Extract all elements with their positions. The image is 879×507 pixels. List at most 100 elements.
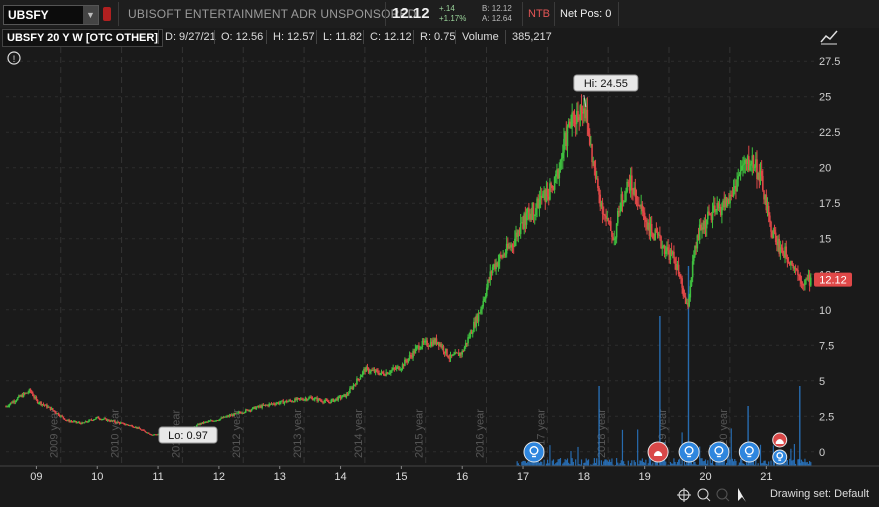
candle-body: [353, 384, 356, 386]
volume-bar: [592, 463, 594, 466]
candle-body: [500, 255, 502, 257]
candle-body: [228, 415, 231, 417]
volume-bar: [770, 460, 772, 466]
candle-body: [105, 418, 108, 421]
candle-body: [799, 275, 802, 281]
chevron-down-icon[interactable]: ▼: [83, 6, 98, 24]
style-icon[interactable]: [818, 28, 840, 46]
volume-bar: [655, 460, 657, 466]
volume-bar: [732, 461, 735, 466]
candle-body: [136, 426, 138, 429]
candle-body: [213, 420, 216, 422]
candle-body: [614, 237, 617, 239]
candle-body: [418, 345, 420, 350]
candle-body: [83, 422, 86, 424]
candle-body: [656, 232, 659, 235]
last-price-badge-label: 12.12: [819, 275, 847, 287]
link-icon[interactable]: [103, 7, 111, 21]
symbol-selector[interactable]: UBSFY ▼: [3, 5, 99, 25]
x-tick-label: 14: [334, 471, 346, 483]
volume-bar: [766, 464, 769, 466]
volume-bar: [545, 463, 548, 466]
candle-body: [299, 398, 302, 400]
volume-bar: [725, 462, 728, 466]
volume-bar: [707, 460, 709, 466]
candle-body: [9, 402, 12, 405]
candle-body: [620, 194, 623, 212]
candle-body: [377, 370, 379, 374]
y-tick-label: 15: [819, 234, 831, 246]
candle-body: [131, 425, 134, 427]
candle-body: [29, 389, 32, 392]
candle-body: [43, 404, 46, 406]
volume-bar: [551, 460, 553, 466]
candle-body: [11, 402, 13, 404]
volume-bar: [711, 460, 714, 466]
candle-body: [323, 401, 325, 403]
candle-body: [112, 420, 115, 422]
candle-body: [542, 193, 544, 199]
candle-body: [781, 247, 784, 254]
candle-body: [385, 372, 387, 376]
candle-body: [764, 194, 766, 200]
candle-body: [230, 414, 233, 416]
candle-body: [694, 245, 696, 256]
candle-body: [413, 350, 416, 354]
candle-body: [601, 202, 604, 215]
candle-body: [737, 176, 740, 180]
candle-body: [372, 369, 375, 371]
candle-body: [670, 249, 673, 255]
candle-body: [298, 398, 301, 400]
drawing-set-label[interactable]: Drawing set: Default: [769, 488, 869, 500]
candle-body: [433, 340, 435, 344]
chart-info-bar: UBSFY 20 Y W [OTC OTHER] D: 9/27/21 O: 1…: [0, 28, 879, 47]
volume-bar: [612, 464, 614, 466]
candle-body: [566, 126, 569, 146]
candle-body: [690, 277, 693, 287]
volume-bar: [745, 461, 748, 466]
candle-body: [153, 434, 156, 436]
candle-body: [373, 369, 376, 373]
info-date: D: 9/27/21: [158, 30, 216, 44]
candle-body: [98, 418, 101, 420]
volume-bar: [546, 459, 549, 466]
candle-body: [666, 247, 668, 252]
candle-body: [722, 200, 724, 208]
candle-body: [62, 416, 65, 419]
candle-body: [494, 264, 496, 269]
candle-body: [619, 211, 621, 213]
chart-title[interactable]: UBSFY 20 Y W [OTC OTHER]: [2, 29, 163, 47]
volume-bar: [727, 458, 729, 466]
candle-body: [642, 211, 645, 213]
candle-body: [6, 406, 8, 408]
candle-body: [655, 229, 658, 233]
candle-body: [414, 348, 417, 354]
candle-body: [223, 416, 226, 418]
candle-body: [536, 198, 538, 209]
candle-body: [202, 422, 205, 424]
info-icon: [7, 51, 21, 65]
y-tick-label: 27.5: [819, 56, 840, 68]
volume-bar: [762, 462, 764, 466]
x-tick-label: 15: [395, 471, 407, 483]
candle-body: [723, 200, 726, 208]
candle-body: [560, 158, 563, 160]
volume-bar: [538, 462, 541, 466]
candle-body: [47, 406, 49, 408]
candle-body: [317, 398, 320, 401]
candle-body: [650, 224, 653, 233]
candle-body: [352, 385, 355, 389]
volume-label: Volume: [455, 30, 499, 44]
candle-body: [652, 232, 654, 239]
volume-bar: [575, 459, 577, 466]
candle-body: [309, 397, 311, 399]
candle-body: [439, 343, 441, 346]
candle-body: [595, 178, 598, 180]
candle-body: [340, 397, 343, 399]
candle-body: [388, 372, 391, 374]
candle-body: [777, 238, 779, 246]
candle-body: [350, 387, 352, 389]
year-divider-label: 2016 year: [475, 409, 487, 458]
candle-body: [12, 401, 14, 404]
